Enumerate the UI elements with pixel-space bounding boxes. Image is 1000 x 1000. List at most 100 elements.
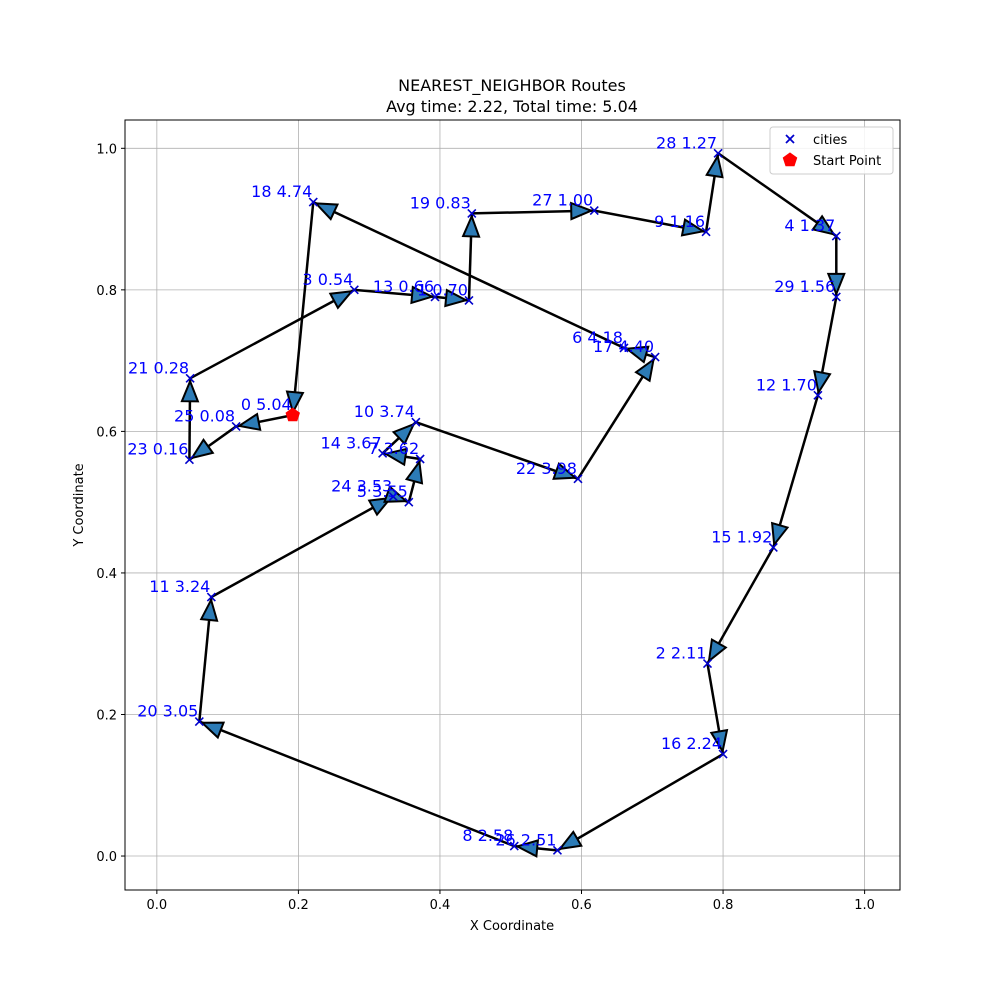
route-arrowhead	[382, 447, 408, 467]
city-marker-stroke	[619, 343, 629, 353]
city-marker	[231, 421, 241, 432]
city-label: 1 0.70	[417, 280, 468, 299]
city-label: 28 1.27	[656, 133, 717, 152]
city-marker	[768, 542, 778, 553]
route-segment	[291, 201, 315, 416]
city-label: 8 2.58	[462, 826, 513, 845]
city-marker-stroke	[573, 474, 583, 484]
city-label: 3 0.54	[302, 270, 353, 289]
city-label: 27 1.00	[532, 191, 593, 210]
city-label: 0 5.04	[241, 395, 292, 414]
start-point-layer	[285, 407, 300, 422]
city-marker-stroke	[813, 390, 823, 400]
city-marker	[831, 292, 841, 302]
city-marker-stroke	[308, 197, 318, 207]
chart-title: NEAREST_NEIGHBOR Routes	[398, 76, 626, 96]
route-arrowhead	[461, 213, 481, 238]
city-marker-stroke	[713, 148, 723, 158]
route-arrowhead	[813, 369, 832, 396]
city-marker-stroke	[589, 206, 599, 216]
city-marker-stroke	[718, 749, 728, 759]
route-segment	[198, 720, 515, 848]
city-marker	[411, 417, 421, 427]
route-arrowhead	[811, 214, 836, 236]
route-arrowhead	[285, 390, 305, 415]
city-label: 18 4.74	[251, 182, 312, 201]
y-tick-label: 0.4	[96, 567, 117, 582]
city-label: 16 2.24	[661, 734, 722, 753]
city-marker	[589, 206, 599, 216]
city-marker	[718, 749, 728, 759]
legend-label: Start Point	[813, 154, 881, 169]
city-marker-stroke	[206, 592, 216, 602]
city-marker-stroke	[388, 491, 398, 502]
x-tick-label: 0.2	[288, 898, 309, 913]
city-marker	[464, 295, 474, 306]
route-arrowhead	[770, 521, 790, 548]
city-marker-stroke	[415, 454, 425, 464]
route-arrowhead	[709, 728, 729, 754]
x-tick-label: 0.4	[430, 898, 451, 913]
city-label: 11 3.24	[149, 577, 210, 596]
city-marker-stroke	[552, 845, 563, 855]
city-label: 23 0.16	[127, 440, 188, 459]
city-label: 7 3.62	[368, 439, 419, 458]
city-marker-stroke	[650, 352, 660, 362]
city-marker-stroke	[194, 716, 204, 727]
city-label: 6 4.18	[572, 328, 623, 347]
city-marker-stroke	[701, 227, 711, 237]
route-arrowhead	[404, 459, 424, 485]
route-arrowhead	[557, 830, 583, 851]
route-arrowhead	[707, 637, 728, 664]
route-arrowhead	[624, 345, 650, 364]
legend: cities Start Point	[769, 126, 894, 175]
city-label: 24 3.53	[331, 477, 392, 496]
city-label: 17 4.40	[593, 337, 654, 356]
x-tick-label: 0.8	[713, 898, 734, 913]
route-segment	[576, 356, 657, 480]
city-label: 26 2.51	[495, 830, 556, 849]
city-marker	[467, 208, 477, 218]
route-segment	[415, 421, 579, 480]
city-label: 25 0.08	[174, 406, 235, 425]
city-marker	[415, 454, 425, 464]
city-marker-stroke	[349, 285, 359, 295]
city-label: 22 3.98	[516, 459, 577, 478]
city-label: 5 3.55	[357, 482, 408, 501]
city-marker-stroke	[464, 295, 474, 306]
city-marker-stroke	[831, 231, 841, 241]
city-marker-stroke	[509, 841, 519, 851]
y-axis-label: Y Coordinate	[72, 463, 87, 547]
city-marker	[404, 497, 414, 507]
city-marker	[206, 592, 216, 602]
city-label: 9 1.16	[654, 212, 705, 231]
route-arrowhead	[236, 412, 262, 432]
city-labels: 0 5.04 1 0.70 2 2.11 3 0.54 4 1.37 5 3.55 6 4.…	[127, 133, 835, 849]
x-tick-label: 0.6	[571, 898, 592, 913]
city-label: 13 0.66	[373, 277, 434, 296]
y-tick-label: 0.6	[96, 425, 117, 440]
city-label: 29 1.56	[774, 277, 835, 296]
city-marker	[713, 148, 723, 158]
route-segment	[772, 394, 820, 548]
route-arrowhead	[199, 721, 226, 740]
route-arrowhead	[410, 285, 435, 305]
x-tick-label: 0.0	[147, 898, 168, 913]
city-marker	[430, 292, 440, 302]
route-arrows	[180, 153, 846, 858]
city-marker-stroke	[184, 455, 194, 465]
route-arrowhead	[705, 153, 724, 179]
y-tick-label: 0.0	[96, 850, 117, 865]
route-segment	[717, 152, 838, 238]
city-marker-stroke	[831, 292, 841, 302]
route-arrowhead	[189, 438, 215, 460]
city-marker-stroke	[378, 448, 388, 458]
city-marker	[813, 390, 823, 400]
axis-ticks: 0.0 0.2 0.4 0.6 0.8 1.0 0.0 0.2 0.4 0.6 0.8 1.0	[96, 142, 875, 913]
route-segment	[189, 288, 355, 380]
start-point-marker	[285, 407, 300, 422]
city-marker	[701, 227, 711, 237]
x-axis-label: X Coordinate	[470, 919, 554, 934]
city-marker	[185, 373, 195, 383]
